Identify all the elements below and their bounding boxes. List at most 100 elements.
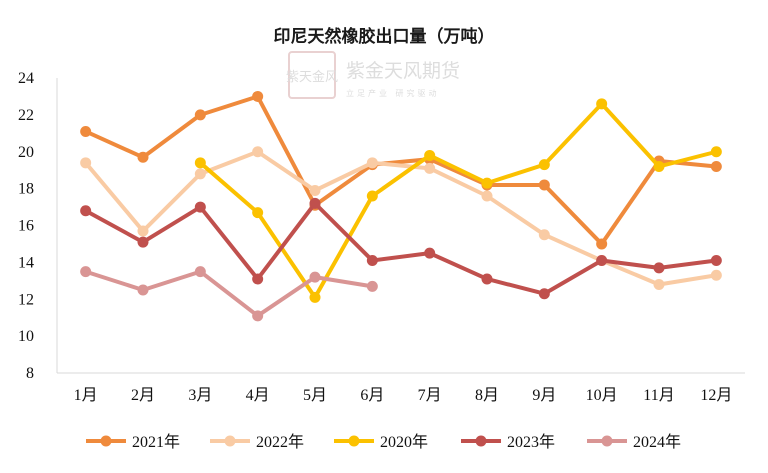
data-point [194, 201, 206, 213]
legend-marker [100, 435, 112, 447]
series-line [83, 269, 375, 318]
series-2 [80, 146, 722, 290]
data-point [538, 179, 550, 191]
data-point [653, 279, 665, 290]
data-point [194, 157, 206, 169]
data-point [194, 109, 206, 121]
data-point [252, 310, 264, 322]
legend-item: 2024年 [587, 433, 681, 451]
x-tick-label: 3月 [188, 387, 212, 404]
data-point [194, 168, 206, 180]
y-axis-ticks: 8 10 12 14 16 18 20 22 24 [18, 70, 34, 382]
legend-label: 2022年 [256, 433, 304, 451]
data-point [538, 159, 550, 171]
legend-item: 2020年 [334, 433, 428, 451]
x-tick-label: 6月 [360, 387, 384, 404]
data-point [80, 266, 92, 278]
data-point [481, 273, 493, 285]
legend-label: 2023年 [507, 433, 555, 451]
data-point [309, 291, 321, 303]
x-tick-label: 9月 [532, 387, 556, 404]
data-point [252, 207, 264, 219]
data-point [137, 151, 149, 163]
watermark-slogan: 立足产业 研究驱动 [346, 88, 440, 98]
data-point [80, 157, 92, 169]
y-tick-label: 14 [18, 254, 34, 271]
x-tick-label: 11月 [643, 387, 674, 404]
watermark: 紫天金风 紫金天风期货 立足产业 研究驱动 [286, 51, 460, 99]
x-tick-label: 4月 [246, 387, 270, 404]
data-point [366, 255, 378, 267]
x-axis-ticks: 1月 2月 3月 4月 5月 6月 7月 8月 9月 10月 11月 12月 [74, 387, 733, 404]
y-tick-label: 20 [18, 144, 34, 161]
data-point [137, 284, 149, 296]
y-tick-label: 24 [18, 70, 34, 87]
series-4 [80, 197, 722, 300]
data-point [710, 255, 722, 267]
data-point [80, 125, 92, 137]
data-point [424, 149, 436, 161]
x-tick-label: 10月 [586, 387, 618, 404]
data-point [596, 238, 608, 250]
series-line [198, 101, 719, 300]
x-tick-label: 8月 [475, 387, 499, 404]
data-point [653, 262, 665, 274]
legend-marker [348, 435, 360, 447]
x-tick-label: 1月 [74, 387, 98, 404]
series-5 [80, 266, 378, 322]
legend-item: 2023年 [461, 433, 555, 451]
y-tick-label: 10 [18, 328, 34, 345]
data-point [538, 229, 550, 241]
legend-label: 2021年 [132, 433, 180, 451]
data-point [194, 266, 206, 278]
data-point [309, 197, 321, 209]
series-line [83, 94, 719, 246]
data-point [710, 269, 722, 281]
data-point [710, 146, 722, 158]
series-3 [194, 98, 722, 303]
chart-title: 印尼天然橡胶出口量（万吨） [274, 26, 495, 47]
data-point [137, 236, 149, 248]
series-layer [80, 90, 722, 322]
legend-label: 2024年 [633, 433, 681, 451]
data-point [137, 225, 149, 237]
series-line [83, 149, 719, 287]
y-tick-label: 12 [18, 291, 34, 308]
data-point [481, 177, 493, 189]
y-tick-label: 8 [26, 365, 34, 382]
data-point [366, 280, 378, 292]
legend-item: 2021年 [86, 433, 180, 451]
data-point [252, 146, 264, 158]
data-point [424, 247, 436, 259]
data-point [309, 271, 321, 283]
legend-label: 2020年 [380, 433, 428, 451]
data-point [366, 157, 378, 169]
data-point [309, 184, 321, 196]
x-tick-label: 7月 [418, 387, 442, 404]
x-tick-label: 12月 [700, 387, 732, 404]
series-line [83, 201, 719, 296]
y-tick-label: 22 [18, 107, 34, 124]
x-tick-label: 2月 [131, 387, 155, 404]
data-point [653, 161, 665, 172]
data-point [710, 161, 722, 172]
x-tick-label: 5月 [303, 387, 327, 404]
data-point [596, 98, 608, 110]
data-point [596, 255, 608, 267]
watermark-seal-text: 紫天金风 [286, 69, 338, 85]
legend: 2021年 2022年 2020年 2023年 2024年 [86, 433, 681, 451]
data-point [481, 190, 493, 202]
legend-marker [224, 435, 236, 447]
legend-item: 2022年 [210, 433, 304, 451]
data-point [538, 288, 550, 300]
data-point [80, 205, 92, 217]
data-point [366, 190, 378, 202]
y-tick-label: 18 [18, 181, 34, 198]
data-point [252, 90, 264, 102]
data-point [252, 273, 264, 285]
series-1 [80, 90, 722, 250]
legend-marker [601, 435, 613, 447]
legend-marker [475, 435, 487, 447]
watermark-seal [288, 51, 336, 99]
